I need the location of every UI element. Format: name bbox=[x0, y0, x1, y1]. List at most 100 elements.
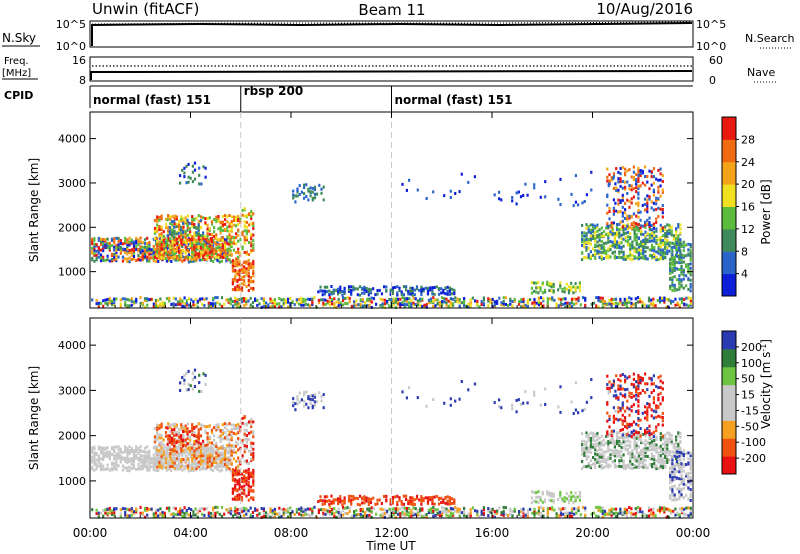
velocity-cell bbox=[639, 507, 642, 511]
power-cell bbox=[366, 304, 369, 308]
velocity-cell bbox=[153, 437, 157, 441]
power-cell bbox=[659, 184, 662, 188]
power-cell bbox=[605, 241, 608, 245]
velocity-cell bbox=[562, 507, 565, 511]
power-cell bbox=[230, 242, 233, 246]
power-cell bbox=[671, 288, 674, 292]
power-cell bbox=[216, 296, 219, 300]
power-cell bbox=[668, 249, 671, 253]
power-cell bbox=[352, 288, 355, 292]
power-cell bbox=[158, 218, 161, 222]
velocity-cell bbox=[119, 457, 122, 461]
power-cell bbox=[171, 256, 174, 260]
power-cell bbox=[234, 270, 237, 274]
power-cell bbox=[191, 242, 194, 246]
velocity-cell bbox=[243, 491, 246, 495]
power-cell bbox=[498, 197, 501, 201]
power-cell bbox=[419, 297, 422, 301]
power-cell bbox=[433, 292, 436, 296]
velocity-cell bbox=[460, 511, 463, 515]
velocity-cell bbox=[330, 500, 333, 504]
velocity-cell bbox=[598, 447, 601, 451]
power-cell bbox=[596, 240, 599, 244]
velocity-cell bbox=[676, 511, 679, 515]
power-cell bbox=[655, 255, 658, 259]
power-cell bbox=[482, 302, 485, 306]
velocity-cell bbox=[585, 457, 588, 461]
power-cell bbox=[152, 248, 155, 252]
power-cell bbox=[152, 251, 155, 255]
velocity-cell bbox=[546, 512, 549, 516]
power-cell bbox=[216, 240, 219, 244]
power-cell bbox=[170, 220, 174, 224]
velocity-cell bbox=[236, 498, 239, 502]
power-cell bbox=[618, 241, 621, 245]
velocity-cell bbox=[594, 433, 597, 436]
power-cell bbox=[607, 182, 610, 186]
power-cell bbox=[650, 302, 653, 306]
power-cell bbox=[146, 255, 149, 259]
power-cell bbox=[617, 210, 620, 214]
power-cell bbox=[608, 206, 611, 210]
velocity-cell bbox=[236, 473, 239, 477]
power-cell bbox=[247, 289, 250, 292]
velocity-cell bbox=[252, 420, 255, 424]
velocity-cell bbox=[236, 482, 239, 486]
power-cell bbox=[169, 246, 172, 250]
velocity-cell bbox=[397, 507, 400, 511]
power-cell bbox=[219, 243, 222, 247]
power-cell bbox=[687, 242, 690, 246]
power-cell bbox=[400, 290, 403, 294]
velocity-cell bbox=[252, 471, 255, 475]
velocity-cell bbox=[269, 509, 272, 513]
velocity-cell bbox=[339, 497, 342, 501]
power-cell bbox=[666, 229, 669, 233]
velocity-cell bbox=[324, 512, 327, 516]
power-cell bbox=[609, 255, 612, 259]
velocity-cell bbox=[537, 513, 540, 517]
power-cell bbox=[590, 188, 593, 192]
velocity-cell bbox=[153, 456, 157, 460]
power-cell bbox=[252, 243, 255, 247]
power-cell bbox=[403, 298, 406, 302]
power-cell bbox=[229, 249, 232, 253]
power-cell bbox=[376, 292, 379, 296]
power-cell bbox=[160, 246, 163, 250]
power-cell bbox=[617, 188, 620, 192]
velocity-cell bbox=[234, 479, 237, 483]
velocity-cell bbox=[463, 509, 466, 513]
velocity-cell bbox=[158, 436, 161, 440]
velocity-cell bbox=[245, 509, 248, 513]
velocity-cell bbox=[412, 511, 415, 515]
power-cell bbox=[411, 286, 414, 290]
power-cell bbox=[108, 244, 111, 248]
power-cell bbox=[620, 237, 623, 241]
velocity-cell bbox=[141, 464, 144, 468]
power-cell bbox=[671, 278, 674, 281]
power-cell bbox=[489, 298, 492, 302]
power-cell bbox=[219, 254, 222, 258]
power-cell bbox=[652, 297, 655, 301]
velocity-cell bbox=[197, 441, 200, 445]
power-cell bbox=[150, 250, 153, 254]
velocity-cell bbox=[181, 376, 184, 379]
power-cell bbox=[156, 247, 159, 251]
velocity-cell bbox=[639, 510, 642, 513]
velocity-cell bbox=[363, 498, 366, 502]
velocity-cell bbox=[178, 454, 181, 458]
power-cell bbox=[411, 291, 414, 295]
velocity-cell bbox=[208, 441, 211, 445]
power-cell bbox=[245, 225, 248, 229]
power-cell bbox=[95, 253, 98, 257]
power-cell bbox=[179, 228, 182, 232]
velocity-cell bbox=[128, 469, 131, 473]
power-cell bbox=[219, 220, 222, 224]
velocity-cell bbox=[249, 475, 253, 479]
power-cell bbox=[230, 229, 233, 233]
velocity-cell bbox=[292, 404, 295, 408]
power-cell bbox=[675, 267, 679, 271]
power-cell bbox=[232, 236, 235, 239]
power-cell bbox=[587, 225, 590, 229]
power-cell bbox=[168, 252, 171, 256]
power-cell bbox=[139, 240, 142, 244]
